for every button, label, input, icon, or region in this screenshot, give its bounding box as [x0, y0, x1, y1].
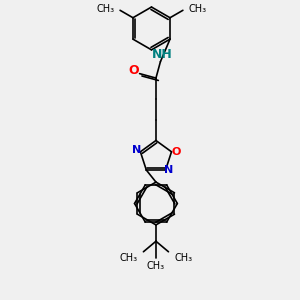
Text: N: N: [164, 165, 174, 175]
Text: CH₃: CH₃: [189, 4, 207, 14]
Text: O: O: [171, 147, 181, 157]
Text: CH₃: CH₃: [119, 253, 137, 263]
Text: CH₃: CH₃: [96, 4, 114, 14]
Text: CH₃: CH₃: [147, 261, 165, 271]
Text: O: O: [128, 64, 139, 77]
Text: N: N: [132, 145, 142, 155]
Text: CH₃: CH₃: [174, 253, 193, 263]
Text: NH: NH: [152, 48, 172, 61]
